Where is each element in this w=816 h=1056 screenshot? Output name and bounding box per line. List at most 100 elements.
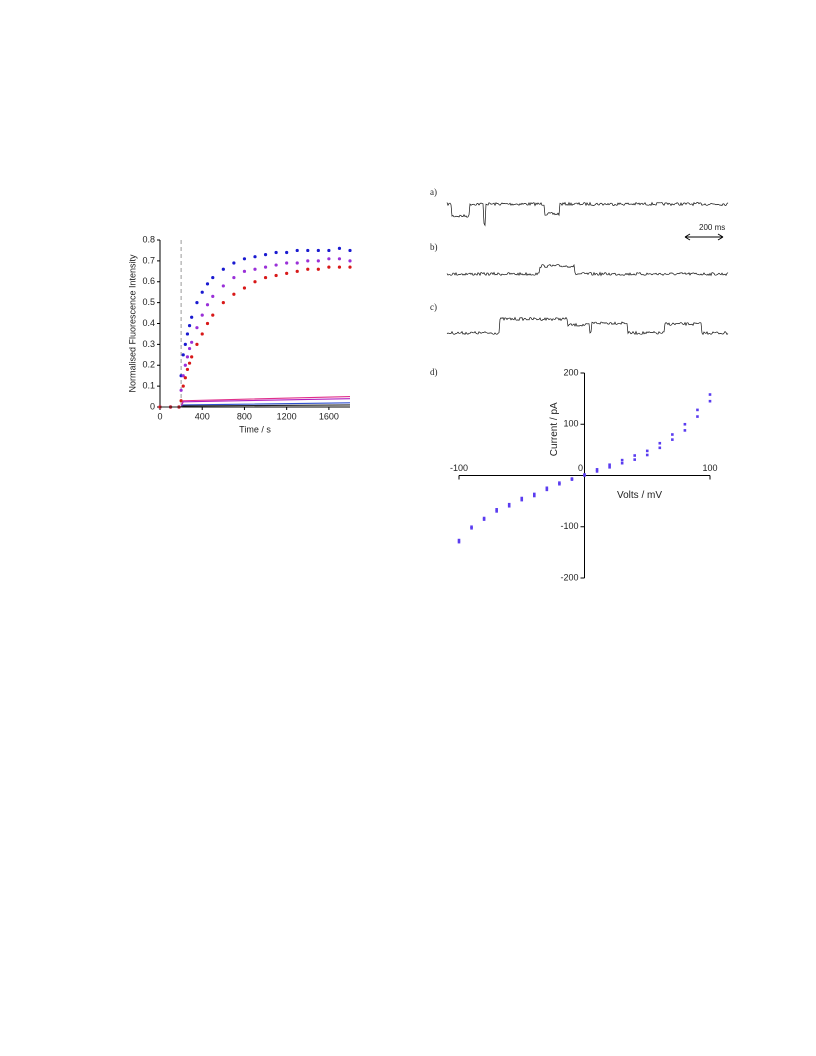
data-point xyxy=(306,267,310,271)
y-tick-label: 0.7 xyxy=(142,255,155,265)
x-axis-label: Volts / mV xyxy=(617,490,662,501)
panel-label: b) xyxy=(430,242,438,252)
data-point xyxy=(211,313,215,317)
data-point xyxy=(181,374,185,378)
data-point xyxy=(570,477,574,480)
data-point xyxy=(263,265,268,269)
data-point xyxy=(242,269,247,273)
data-point xyxy=(263,275,268,280)
data-point xyxy=(205,282,210,286)
series-line xyxy=(160,404,351,408)
data-point xyxy=(348,259,352,263)
data-point xyxy=(263,253,268,257)
trace-a xyxy=(446,201,729,227)
data-point xyxy=(633,458,636,461)
data-point xyxy=(200,290,204,294)
data-point xyxy=(533,494,536,498)
data-point xyxy=(696,415,699,418)
data-point xyxy=(274,273,278,278)
data-point xyxy=(337,257,342,261)
data-point xyxy=(608,466,611,469)
panel-label: c) xyxy=(430,302,437,312)
data-point xyxy=(708,393,712,396)
data-point xyxy=(205,321,210,326)
data-point xyxy=(645,453,649,457)
trace-c xyxy=(446,316,729,336)
data-point xyxy=(316,248,320,253)
data-point xyxy=(181,384,185,388)
data-point xyxy=(185,367,190,372)
data-point xyxy=(583,473,586,476)
y-tick-label: 0.6 xyxy=(142,276,155,286)
y-axis-label: Current / pA xyxy=(549,402,560,456)
data-point xyxy=(470,526,473,530)
data-point xyxy=(683,422,687,426)
data-point xyxy=(187,323,192,328)
scale-bar-arrows xyxy=(684,233,724,241)
data-point xyxy=(181,353,185,357)
data-point xyxy=(295,248,299,253)
data-point xyxy=(195,326,199,330)
data-point xyxy=(179,388,183,392)
trace-b xyxy=(446,263,729,277)
data-point xyxy=(645,449,649,453)
data-point xyxy=(595,468,599,471)
data-point xyxy=(190,340,194,344)
data-point xyxy=(205,303,210,307)
data-point xyxy=(187,361,192,365)
data-point xyxy=(253,267,257,271)
data-point xyxy=(696,408,699,412)
data-point xyxy=(211,275,215,280)
x-tick-label: 1200 xyxy=(277,411,297,421)
data-point xyxy=(327,248,331,253)
data-point xyxy=(683,429,687,432)
data-point xyxy=(671,433,674,436)
data-point xyxy=(658,441,662,445)
data-point xyxy=(221,301,225,305)
scale-bar-label: 200 ms xyxy=(699,223,725,232)
data-point xyxy=(185,332,190,336)
data-point xyxy=(520,498,524,502)
data-point xyxy=(507,502,511,506)
y-tick-label: 0.5 xyxy=(142,297,155,307)
data-point xyxy=(337,265,342,269)
data-point xyxy=(253,280,257,284)
data-point xyxy=(195,342,199,346)
data-point xyxy=(457,538,461,542)
panel-label: d) xyxy=(430,367,438,377)
data-point xyxy=(253,255,257,259)
x-tick-label: 800 xyxy=(237,411,252,421)
x-tick-label: 100 xyxy=(702,463,717,473)
data-point xyxy=(545,488,549,492)
data-point xyxy=(274,250,278,255)
data-point xyxy=(183,342,187,346)
y-tick-label: 0.4 xyxy=(142,318,155,328)
data-point xyxy=(221,284,225,288)
x-tick-label: 0 xyxy=(157,411,162,421)
data-point xyxy=(232,292,236,296)
data-point xyxy=(200,313,204,317)
data-point xyxy=(306,259,310,263)
data-point xyxy=(482,518,486,521)
y-tick-label: 0.2 xyxy=(142,360,155,370)
y-tick-label: 100 xyxy=(563,419,578,429)
x-tick-label: -100 xyxy=(450,463,468,473)
data-point xyxy=(306,248,310,253)
data-point xyxy=(507,504,511,508)
data-point xyxy=(708,399,712,403)
y-tick-label: 0 xyxy=(150,401,155,411)
data-point xyxy=(633,454,636,457)
data-point xyxy=(185,355,190,359)
data-point xyxy=(295,261,299,265)
y-tick-label: -100 xyxy=(560,521,578,531)
y-axis-label: Normalised Fluorescence Intensity xyxy=(127,254,137,393)
data-point xyxy=(558,481,561,484)
y-tick-label: 0.1 xyxy=(142,381,155,391)
data-point xyxy=(274,263,278,267)
y-tick-label: 0.8 xyxy=(142,234,155,244)
data-point xyxy=(316,259,320,263)
data-point xyxy=(183,363,187,367)
data-point xyxy=(232,261,236,265)
